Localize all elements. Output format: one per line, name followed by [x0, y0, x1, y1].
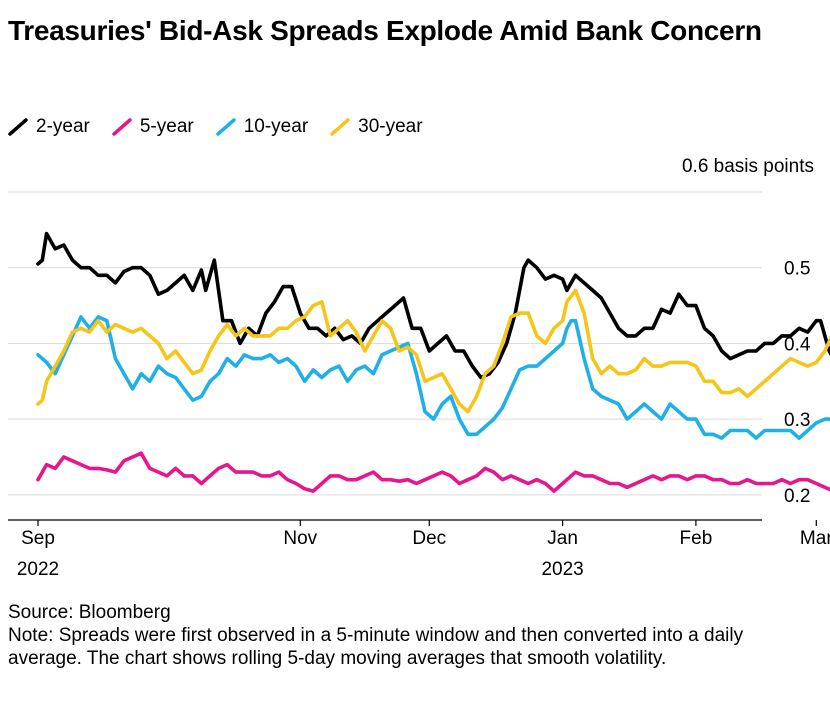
legend-label-10-year: 10-year — [243, 116, 309, 137]
legend: 2-year 5-year 10-year 30-year — [8, 112, 445, 142]
legend-swatch-30-year — [330, 118, 350, 136]
series-line-10-year — [36, 315, 830, 440]
x-tick-label-sep: Sep — [21, 528, 55, 549]
x-tick-label-dec: Dec — [412, 528, 446, 549]
legend-item-30-year: 30-year — [330, 116, 423, 138]
x-tick-year-2023: 2023 — [541, 559, 583, 580]
chart-footer: Source: Bloomberg Note: Spreads were fir… — [8, 601, 820, 670]
x-tick-label-nov: Nov — [283, 528, 317, 549]
y-tick-label-0.3: 0.3 — [784, 410, 810, 431]
y-tick-label-0.4: 0.4 — [784, 334, 811, 355]
chart-title: Treasuries' Bid-Ask Spreads Explode Amid… — [8, 15, 762, 46]
legend-swatch-10-year — [215, 118, 236, 136]
series-line-2-year — [36, 231, 830, 380]
legend-label-2-year: 2-year — [36, 116, 90, 137]
y-tick-label-0.5: 0.5 — [784, 259, 810, 280]
y-tick-label-0.2: 0.2 — [784, 486, 810, 507]
source-note: Source: Bloomberg — [8, 602, 171, 623]
line-chart: 0.5 0.4 0.3 0.2 Sep 2022 Nov Dec Jan 2023 Feb Mar — [8, 191, 830, 580]
legend-item-2-year: 2-year — [8, 116, 90, 138]
legend-item-10-year: 10-year — [215, 116, 309, 138]
series-line-30-year — [36, 288, 830, 414]
legend-swatch-2-year — [8, 118, 28, 136]
x-tick-label-mar: Mar — [800, 528, 830, 549]
x-tick-year-2022: 2022 — [17, 559, 59, 580]
legend-label-30-year: 30-year — [358, 116, 423, 137]
x-tick-label-jan: Jan — [547, 528, 578, 549]
legend-label-5-year: 5-year — [139, 116, 194, 137]
legend-item-5-year: 5-year — [112, 116, 194, 138]
methodology-note: Note: Spreads were first observed in a 5… — [8, 625, 744, 669]
series-line-5-year — [36, 451, 830, 493]
legend-swatch-5-year — [112, 118, 132, 136]
x-tick-label-feb: Feb — [680, 528, 713, 549]
y-axis-unit-label: 0.6 basis points — [681, 156, 814, 177]
